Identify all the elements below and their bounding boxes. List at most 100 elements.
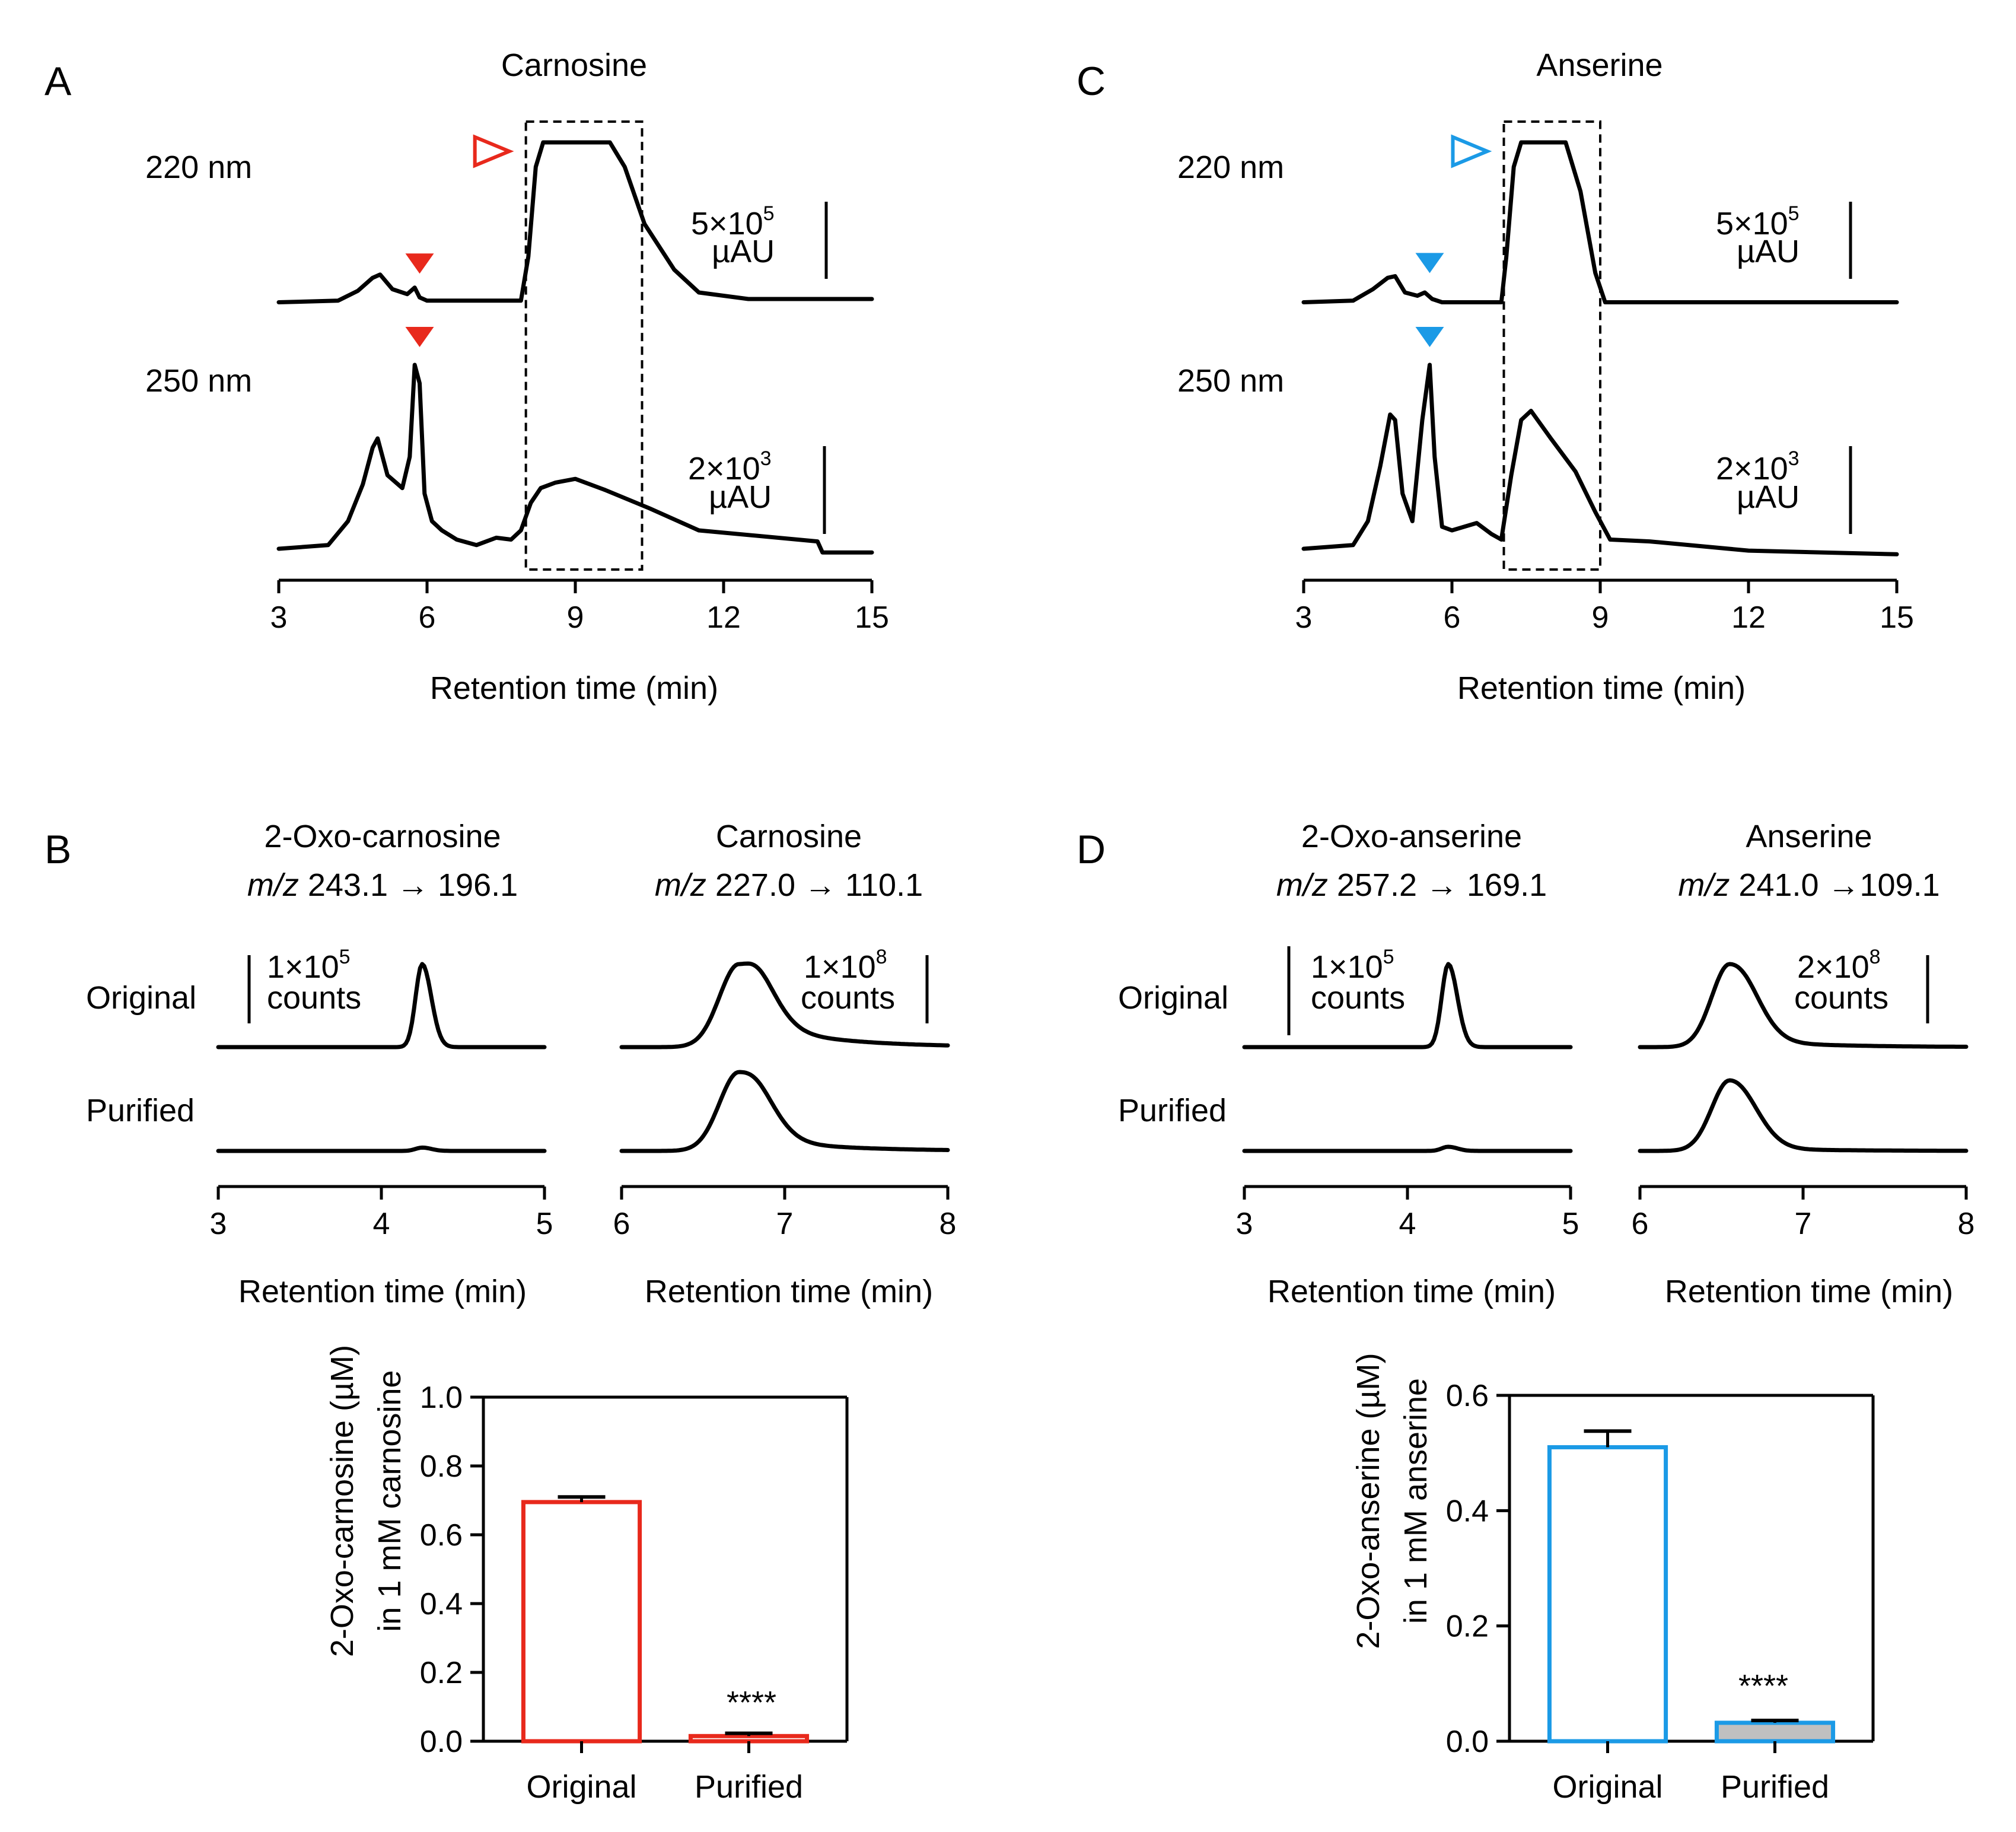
panel-c-trace-250nm bbox=[1301, 362, 1899, 556]
c-tick-label-6: 6 bbox=[1444, 600, 1461, 635]
panel-d-left-x-label: Retention time (min) bbox=[1267, 1274, 1556, 1309]
bar-anserine-ytick-label-0.4: 0.4 bbox=[1446, 1494, 1489, 1528]
panel-c-x-axis: 3 6 9 12 15 bbox=[1295, 578, 1914, 635]
c-tick-label-15: 15 bbox=[1880, 600, 1914, 635]
panel-a-x-axis: 3 6 9 12 15 bbox=[270, 578, 889, 635]
bar-carnosine-ytick-label-0.2: 0.2 bbox=[420, 1656, 463, 1690]
a-tick-label-15: 15 bbox=[855, 600, 889, 635]
bar-chart-carnosine-plot: 0.0 0.2 0.4 0.6 0.8 1.0 Original Purified bbox=[420, 1381, 849, 1805]
bar-chart-carnosine-significance: **** bbox=[727, 1685, 776, 1720]
panel-c-trace-220nm bbox=[1301, 140, 1899, 304]
panel-c-title: Anserine bbox=[1536, 47, 1663, 83]
panel-letter-d: D bbox=[1077, 827, 1106, 872]
a-tick-label-12: 12 bbox=[706, 600, 741, 635]
c-tick-label-3: 3 bbox=[1295, 600, 1313, 635]
bar-carnosine-xtick-label-purified: Purified bbox=[695, 1769, 803, 1805]
panel-a-wavelength-250: 250 nm bbox=[145, 363, 252, 399]
d-right-tick-label-7: 7 bbox=[1795, 1207, 1812, 1241]
b-left-tick-label-3: 3 bbox=[210, 1207, 227, 1241]
panel-c-scale-250-unit: µAU bbox=[1737, 479, 1800, 515]
panel-b-left-transition: m/z 243.1 → 196.1 bbox=[247, 867, 518, 903]
panel-b-left-scale-value: 1×105 bbox=[267, 946, 351, 985]
panel-c-wavelength-220: 220 nm bbox=[1177, 150, 1284, 185]
panel-letter-b: B bbox=[44, 827, 71, 872]
panel-a-scale-250-value: 2×103 bbox=[688, 447, 772, 486]
bar-chart-anserine-plot: 0.0 0.2 0.4 0.6 Original Purified bbox=[1446, 1379, 1875, 1805]
panel-b-left-trace-purified bbox=[216, 1145, 547, 1153]
panel-d-right-x-axis: 6 7 8 bbox=[1632, 1185, 1974, 1241]
panel-d-left-scale-unit: counts bbox=[1311, 980, 1405, 1016]
panel-c-scale-220-value: 5×105 bbox=[1716, 202, 1800, 241]
bar-anserine-xtick-label-original: Original bbox=[1552, 1769, 1663, 1805]
panel-d-left-trace-original bbox=[1242, 962, 1573, 1049]
panel-d-left-trace-purified bbox=[1242, 1144, 1573, 1153]
panel-c-scale-250-value: 2×103 bbox=[1716, 447, 1800, 486]
panel-b-right-transition: m/z 227.0 → 110.1 bbox=[655, 867, 923, 903]
panel-b: B 2-Oxo-carnosine m/z 243.1 → 196.1 Carn… bbox=[44, 819, 956, 1309]
panel-b-right-scale-value: 1×108 bbox=[804, 946, 887, 985]
panel-a-x-label: Retention time (min) bbox=[430, 670, 718, 706]
panel-d-row-original: Original bbox=[1118, 980, 1228, 1016]
bar-anserine-bar-original bbox=[1547, 1445, 1668, 1744]
bar-anserine-ytick-label-0.0: 0.0 bbox=[1446, 1725, 1489, 1759]
panel-letter-a: A bbox=[44, 59, 72, 104]
panel-a-wavelength-220: 220 nm bbox=[145, 150, 252, 185]
panel-a-trace-220nm bbox=[276, 140, 874, 304]
panel-b-right-x-label: Retention time (min) bbox=[645, 1274, 933, 1309]
bar-carnosine-ytick-label-0.8: 0.8 bbox=[420, 1449, 463, 1484]
panel-d-left-scale-value: 1×105 bbox=[1311, 946, 1394, 985]
panel-d-right-transition: m/z 241.0 →109.1 bbox=[1678, 867, 1939, 903]
panel-c-triangle-marker-250 bbox=[1415, 327, 1444, 347]
bar-anserine-ytick-label-0.2: 0.2 bbox=[1446, 1610, 1489, 1644]
panel-c-scale-220-unit: µAU bbox=[1737, 234, 1800, 269]
a-tick-label-9: 9 bbox=[567, 600, 584, 635]
panel-b-right-x-axis: 6 7 8 bbox=[613, 1185, 957, 1241]
bar-chart-carnosine-ylabel-line2: in 1 mM carnosine bbox=[372, 1370, 407, 1631]
panel-a: A Carnosine 220 nm 250 nm 5×105 µAU 2×10… bbox=[44, 47, 889, 706]
bar-carnosine-bar-original bbox=[521, 1500, 642, 1744]
b-right-tick-label-7: 7 bbox=[776, 1207, 794, 1241]
panel-d-row-purified: Purified bbox=[1118, 1093, 1227, 1128]
d-left-tick-label-3: 3 bbox=[1236, 1207, 1253, 1241]
panel-c-triangle-marker-220 bbox=[1415, 253, 1444, 273]
panel-d-right-scale-value: 2×108 bbox=[1797, 946, 1881, 985]
b-left-tick-label-4: 4 bbox=[373, 1207, 390, 1241]
bar-chart-anserine-ylabel-line1: 2-Oxo-anserine (µM) bbox=[1351, 1353, 1386, 1649]
bar-carnosine-ytick-label-0.0: 0.0 bbox=[420, 1725, 463, 1759]
bar-chart-anserine-ylabel-line2: in 1 mM anserine bbox=[1398, 1378, 1434, 1624]
panel-d-right-trace-purified bbox=[1638, 1078, 1969, 1153]
b-left-tick-label-5: 5 bbox=[536, 1207, 553, 1241]
bar-carnosine-bar-purified bbox=[688, 1734, 810, 1744]
d-left-tick-label-4: 4 bbox=[1399, 1207, 1416, 1241]
panel-a-scale-220-value: 5×105 bbox=[691, 202, 775, 241]
panel-a-triangle-marker-250 bbox=[405, 327, 434, 347]
panel-a-scale-220-unit: µAU bbox=[712, 234, 775, 269]
bar-anserine-ytick-label-0.6: 0.6 bbox=[1446, 1379, 1489, 1413]
panel-d-right-scale-unit: counts bbox=[1794, 980, 1888, 1016]
c-tick-label-9: 9 bbox=[1592, 600, 1609, 635]
bar-carnosine-ytick-label-1.0: 1.0 bbox=[420, 1381, 463, 1415]
panel-b-row-purified: Purified bbox=[86, 1093, 195, 1128]
panel-d-left-title: 2-Oxo-anserine bbox=[1301, 819, 1522, 854]
panel-a-title: Carnosine bbox=[501, 47, 647, 83]
bar-chart-anserine: 0.0 0.2 0.4 0.6 Original Purified 2-Oxo-anser… bbox=[1351, 1353, 1875, 1805]
bar-chart-anserine-significance: **** bbox=[1738, 1668, 1788, 1704]
panel-b-right-trace-purified bbox=[619, 1070, 950, 1153]
panel-b-right-title: Carnosine bbox=[716, 819, 862, 854]
b-right-tick-label-8: 8 bbox=[939, 1207, 957, 1241]
bar-chart-carnosine: 0.0 0.2 0.4 0.6 0.8 1.0 Original Purified 2-Oxo… bbox=[324, 1345, 849, 1805]
panel-a-scale-250-unit: µAU bbox=[709, 479, 772, 515]
panel-c-collection-window bbox=[1502, 120, 1601, 571]
panel-c: C Anserine 220 nm 250 nm 5×105 µAU 2×103… bbox=[1077, 47, 1914, 706]
panel-b-left-x-axis: 3 4 5 bbox=[210, 1185, 553, 1241]
panel-d-left-x-axis: 3 4 5 bbox=[1236, 1185, 1579, 1241]
bar-carnosine-xtick-label-original: Original bbox=[526, 1769, 636, 1805]
panel-b-right-scale-unit: counts bbox=[801, 980, 895, 1016]
panel-d: D 2-Oxo-anserine m/z 257.2 → 169.1 Anser… bbox=[1077, 819, 1974, 1309]
c-tick-label-12: 12 bbox=[1731, 600, 1766, 635]
panel-d-right-x-label: Retention time (min) bbox=[1665, 1274, 1953, 1309]
a-tick-label-3: 3 bbox=[270, 600, 288, 635]
panel-b-left-trace-original bbox=[216, 962, 547, 1049]
b-right-tick-label-6: 6 bbox=[613, 1207, 630, 1241]
